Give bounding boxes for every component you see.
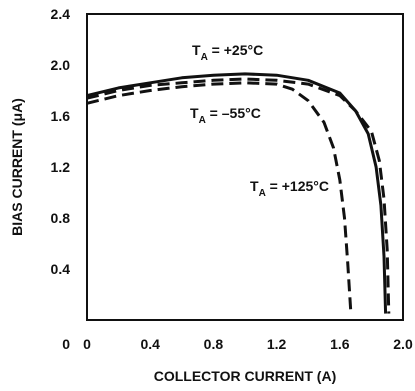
y-tick-labels: 0 0.4 0.8 1.2 1.6 2.0 2.4: [51, 6, 71, 352]
y-tick-label: 0: [62, 336, 70, 352]
x-tick-label: 0.8: [204, 336, 224, 352]
series-lines: [86, 72, 391, 314]
y-axis-label: BIAS CURRENT (μA): [9, 98, 25, 236]
x-tick-label: 1.2: [267, 336, 287, 352]
x-axis-label: COLLECTOR CURRENT (A): [154, 368, 337, 384]
series-line-0: [86, 72, 388, 314]
series-line-2: [86, 81, 353, 314]
x-tick-labels: 0 0.4 0.8 1.2 1.6 2.0: [83, 336, 413, 352]
y-tick-label: 1.2: [51, 159, 71, 175]
series-label-minus55c: TA = –55°C: [190, 105, 261, 126]
y-tick-label: 2.4: [51, 6, 71, 22]
x-tick-label: 1.6: [330, 336, 350, 352]
y-tick-label: 0.8: [51, 210, 71, 226]
y-tick-label: 0.4: [51, 261, 71, 277]
plot-frame: [86, 13, 404, 321]
x-tick-label: 0: [83, 336, 91, 352]
y-tick-label: 2.0: [51, 57, 71, 73]
series-line-1: [86, 77, 391, 314]
y-tick-label: 1.6: [51, 108, 71, 124]
series-label-25c: TA = +25°C: [192, 42, 263, 63]
x-tick-label: 2.0: [393, 336, 413, 352]
x-tick-label: 0.4: [140, 336, 160, 352]
series-label-125c: TA = +125°C: [250, 178, 329, 199]
